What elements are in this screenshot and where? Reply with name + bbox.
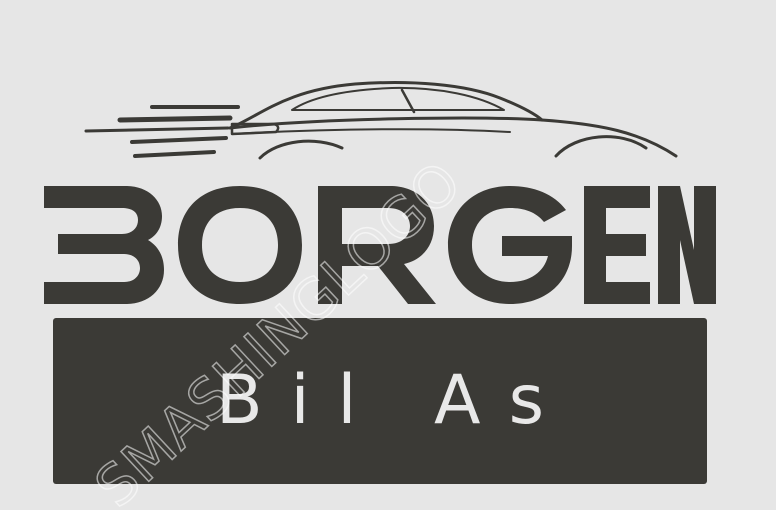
brand-tagline: Bil As <box>216 361 572 440</box>
car-silhouette-icon <box>84 81 678 160</box>
brand-wordmark <box>44 186 716 304</box>
tagline-banner: Bil As <box>53 318 707 484</box>
